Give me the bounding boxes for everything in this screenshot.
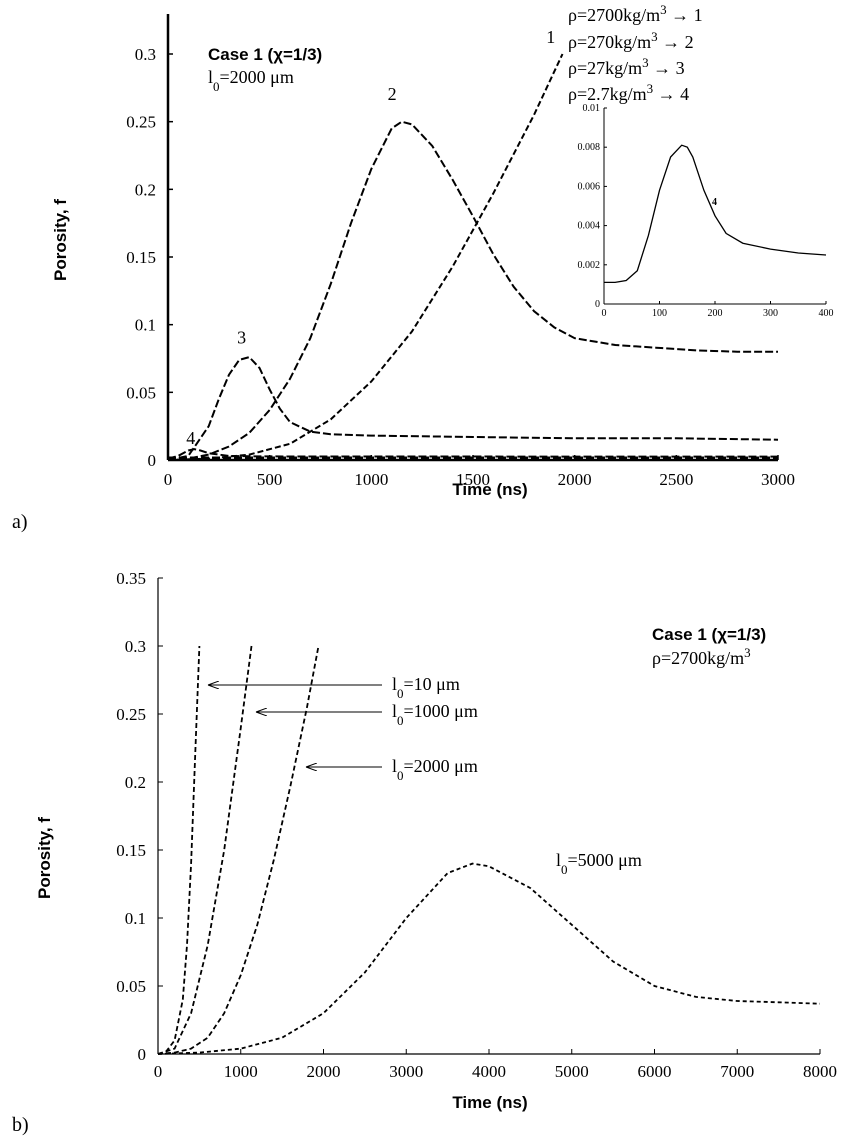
- chart-b-annotations: l0=10 μm l0=1000 μm l0=2000 μm l0=5000 μ…: [208, 674, 642, 877]
- chart-a-xtick-label: 3000: [761, 470, 795, 489]
- legend-entry-1: ρ=2700kg/m3 → 1: [568, 2, 703, 25]
- curve-label-2: 2: [388, 84, 397, 104]
- chart-a-ytick-label: 0.1: [135, 316, 156, 335]
- chart-a-case-param: l0=2000 μm: [208, 67, 294, 94]
- chart-b-series-2: [157, 645, 253, 1055]
- chart-a-series-2: [167, 120, 778, 461]
- chart-b-xtick-label: 6000: [638, 1062, 672, 1081]
- chart-a-xtick-label: 500: [257, 470, 283, 489]
- chart-a-ylabel: Porosity, f: [51, 199, 70, 281]
- inset-ytick-label: 0.002: [578, 260, 601, 271]
- inset-xtick-label: 300: [763, 308, 778, 319]
- chart-a-series-1: [167, 53, 564, 461]
- inset-yticks: 0 0.002 0.004 0.006 0.008 0.01: [578, 103, 607, 310]
- panel-label-b: b): [12, 1114, 29, 1136]
- chart-b-xtick-label: 1000: [224, 1062, 258, 1081]
- legend-entry-2: ρ=270kg/m3 → 2: [568, 29, 694, 52]
- chart-a-series-3: [167, 355, 779, 461]
- chart-a-ytick-label: 0.15: [126, 248, 156, 267]
- chart-a-series: [167, 53, 779, 461]
- annotation-l0-2000: l0=2000 μm: [392, 756, 478, 783]
- annotation-l0-1000: l0=1000 μm: [392, 701, 478, 728]
- chart-b-ytick-label: 0: [138, 1045, 147, 1064]
- chart-b: 0 1000 2000 3000 4000 5000 6000 7000 8000 00.050…: [12, 569, 837, 1136]
- chart-a-legend: ρ=2700kg/m3 → 1 ρ=270kg/m3 → 2 ρ=27kg/m3…: [568, 2, 703, 104]
- chart-b-xtick-label: 0: [154, 1062, 163, 1081]
- chart-a-ytick-label: 0: [148, 451, 157, 470]
- chart-b-xtick-label: 8000: [803, 1062, 837, 1081]
- chart-b-series-4: [157, 862, 821, 1055]
- chart-a: 0 500 1000 1500 2000 2500 3000 00.050.10.150.2…: [12, 2, 834, 533]
- chart-a-xlabel: Time (ns): [452, 480, 527, 499]
- chart-b-xtick-label: 3000: [389, 1062, 423, 1081]
- chart-b-ytick-label: 0.2: [125, 773, 146, 792]
- inset-xtick-label: 200: [708, 308, 723, 319]
- curve-label-1: 1: [546, 27, 555, 47]
- chart-a-xtick-label: 2000: [558, 470, 592, 489]
- chart-b-series-1: [157, 645, 201, 1055]
- annotation-l0-5000: l0=5000 μm: [556, 850, 642, 877]
- inset-xtick-label: 100: [652, 308, 667, 319]
- inset-series-4: [604, 144, 827, 284]
- chart-b-xtick-label: 2000: [307, 1062, 341, 1081]
- chart-b-xticks: 0 1000 2000 3000 4000 5000 6000 7000 8000: [154, 1049, 837, 1081]
- annotation-l0-10: l0=10 μm: [392, 674, 460, 701]
- chart-b-ytick-label: 0.15: [116, 841, 146, 860]
- chart-b-ytick-label: 0.35: [116, 569, 146, 588]
- inset-ytick-label: 0.004: [578, 221, 601, 232]
- chart-a-ytick-label: 0.25: [126, 113, 156, 132]
- chart-b-ytick-label: 0.1: [125, 909, 146, 928]
- chart-b-ytick-label: 0.3: [125, 637, 146, 656]
- inset-curve-label: 4: [712, 197, 717, 208]
- chart-a-xticks: 0 500 1000 1500 2000 2500 3000: [164, 455, 795, 489]
- chart-b-series: [157, 645, 821, 1055]
- chart-b-ytick-label: 0.05: [116, 977, 146, 996]
- inset-ytick-label: 0: [595, 299, 600, 310]
- chart-a-yticks: 0 0.05 0.1 0.15 0.2 0.25 0.3: [126, 45, 173, 470]
- chart-b-ylabel: Porosity, f: [35, 817, 54, 899]
- chart-a-ytick-label: 0.2: [135, 180, 156, 199]
- inset-ytick-label: 0.01: [583, 103, 601, 114]
- inset-series: [604, 144, 827, 284]
- chart-a-xtick-label: 2500: [659, 470, 693, 489]
- chart-a-inset: 0 100 200 300 400 00.0020.0040.0060.0080.01 …: [578, 103, 834, 319]
- chart-b-ytick-label: 0.25: [116, 705, 146, 724]
- chart-b-xlabel: Time (ns): [452, 1093, 527, 1112]
- inset-ytick-label: 0.006: [578, 181, 601, 192]
- chart-b-series-3: [157, 645, 320, 1055]
- chart-a-ytick-label: 0.05: [126, 383, 156, 402]
- chart-b-xtick-label: 4000: [472, 1062, 506, 1081]
- chart-b-case-title: Case 1 (χ=1/3): [652, 625, 766, 644]
- chart-a-xtick-label: 1500: [456, 470, 490, 489]
- inset-xtick-label: 0: [602, 308, 607, 319]
- inset-xtick-label: 400: [819, 308, 834, 319]
- inset-ytick-label: 0.008: [578, 142, 601, 153]
- curve-label-3: 3: [237, 328, 246, 348]
- chart-a-xtick-label: 0: [164, 470, 173, 489]
- chart-a-case-title: Case 1 (χ=1/3): [208, 45, 322, 64]
- curve-label-4: 4: [186, 428, 195, 448]
- chart-b-xtick-label: 7000: [720, 1062, 754, 1081]
- chart-b-yticks: 0 0.05 0.1 0.15 0.2 0.25 0.3 0.35: [116, 569, 163, 1064]
- panel-label-a: a): [12, 511, 28, 533]
- chart-a-ytick-label: 0.3: [135, 45, 156, 64]
- chart-b-case-param: ρ=2700kg/m3: [652, 645, 751, 668]
- legend-entry-3: ρ=27kg/m3 → 3: [568, 55, 685, 78]
- legend-entry-4: ρ=2.7kg/m3 → 4: [568, 81, 689, 104]
- chart-b-xtick-label: 5000: [555, 1062, 589, 1081]
- chart-a-xtick-label: 1000: [354, 470, 388, 489]
